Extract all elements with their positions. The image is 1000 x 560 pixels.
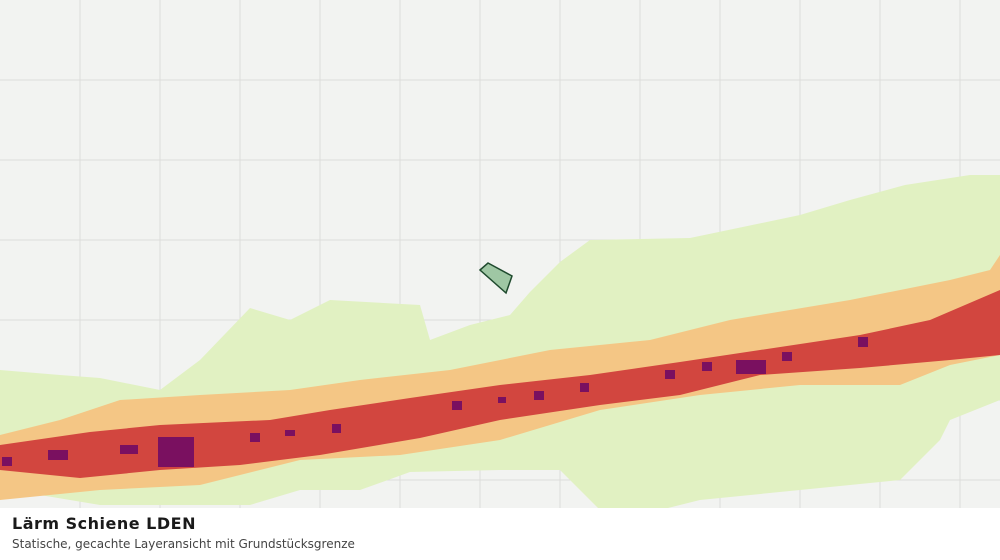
noise-zone-high <box>0 290 1000 478</box>
parcel-boundary <box>478 262 513 295</box>
info-panel: Lärm Schiene LDEN Statische, gecachte La… <box>0 508 1000 560</box>
layer-subtitle: Statische, gecachte Layeransicht mit Gru… <box>12 537 355 551</box>
noise-zone-very-high <box>2 337 868 467</box>
layer-title: Lärm Schiene LDEN <box>12 514 196 533</box>
